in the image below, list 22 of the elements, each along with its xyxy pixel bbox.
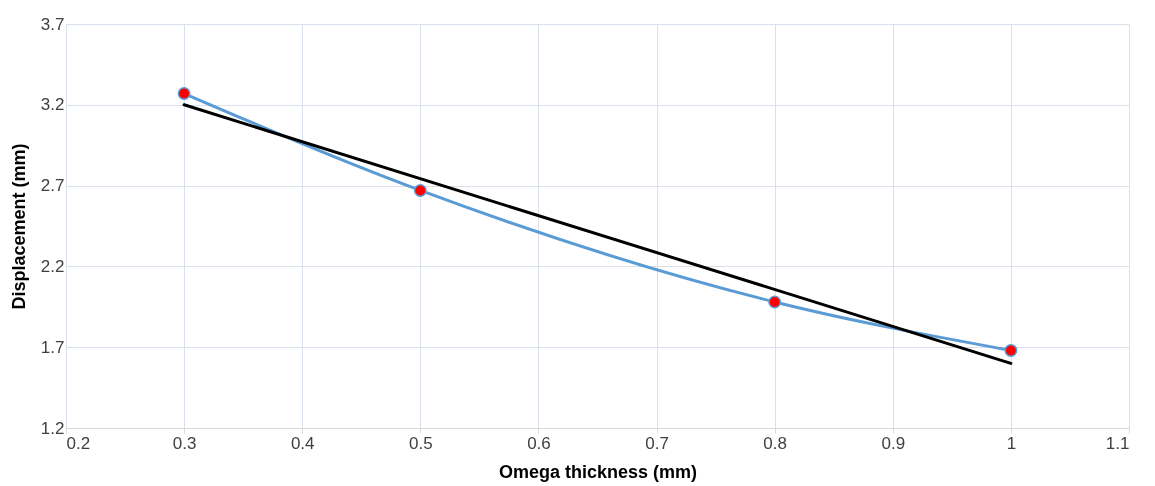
x-axis-title: Omega thickness (mm): [498, 461, 698, 482]
x-tick-label: 0.6: [527, 433, 551, 453]
point: [177, 87, 191, 100]
x-tick-label: 0.9: [881, 433, 906, 453]
point: [1004, 343, 1018, 357]
x-tick-label: 0.8: [763, 433, 787, 453]
x-tick-label: 1.1: [1105, 433, 1130, 453]
x-tick-label: 0.2: [66, 433, 91, 453]
x-tick-label: 0.4: [290, 433, 315, 453]
y-tick-label: 1.2: [40, 418, 65, 438]
y-tick-label: 1.7: [40, 337, 65, 357]
x-tick-label: 0.3: [172, 433, 197, 453]
y-tick-label: 2.2: [40, 256, 65, 276]
x-tick-label: 0.5: [409, 433, 433, 453]
x-tick-label: 0.7: [645, 433, 669, 453]
y-tick-label: 3.2: [40, 95, 65, 115]
point: [768, 295, 782, 309]
y-tick-label: 3.7: [40, 14, 65, 34]
x-tick-label: 1: [1006, 433, 1017, 453]
y-tick-label: 2.7: [40, 176, 65, 196]
y-axis-title: Displacement (mm): [8, 143, 29, 310]
point: [413, 184, 427, 197]
